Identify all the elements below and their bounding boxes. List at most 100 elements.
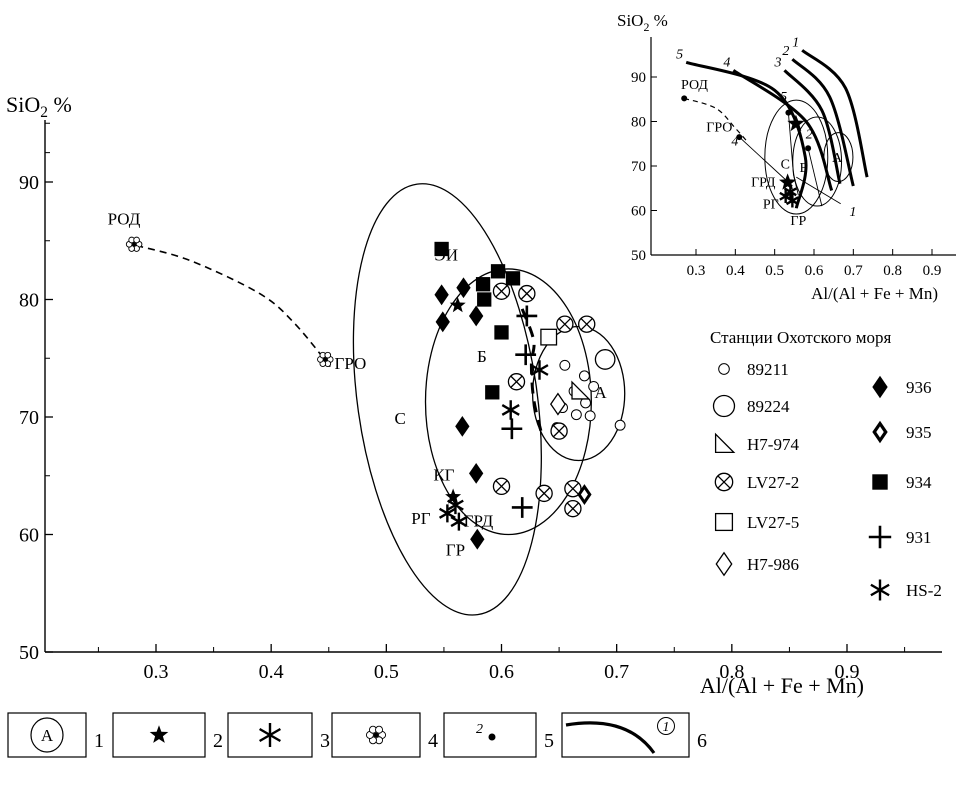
granite-point-shape: [449, 297, 466, 313]
legend-marker-shape: [715, 551, 733, 577]
key-asterisk: [259, 723, 281, 747]
x-tick-label: 0.9: [835, 661, 860, 683]
inset-y-tick-label: 80: [631, 115, 646, 131]
inset-boundary-curve: [801, 49, 869, 178]
legend-marker-shape: [868, 525, 892, 549]
data-point-LV27-5: [540, 328, 558, 346]
data-point-LV27-2: [564, 479, 582, 498]
key-item: [331, 712, 421, 758]
reference-point-center: [323, 357, 328, 362]
data-point-89211-shape: [588, 381, 600, 392]
point-label: ГРО: [335, 354, 367, 373]
inset-point-shape: [787, 114, 805, 132]
key-flower-center: [373, 732, 379, 738]
legend-marker: [870, 579, 890, 601]
data-point-LV27-2-cross: [495, 480, 508, 493]
data-point-931: [511, 497, 533, 518]
inset-curve-number: 1: [792, 35, 799, 50]
y-tick-label: 90: [19, 172, 39, 194]
inset-x-tick-label: 0.9: [923, 263, 942, 279]
reference-point: [317, 351, 334, 368]
key-star: [149, 725, 169, 743]
data-point-931-shape: [515, 344, 537, 366]
legend-marker: [714, 472, 734, 492]
granite-point: [445, 488, 462, 504]
data-point-H7-986: [549, 392, 566, 416]
key-field-ellipse: [30, 717, 64, 753]
inset-label: ГРД: [751, 175, 776, 190]
key-curve-circle: [657, 717, 675, 735]
data-point-931-shape: [501, 418, 523, 440]
data-point-89211-shape: [614, 419, 626, 431]
inset-point: [787, 114, 805, 132]
data-point-934-shape: [477, 292, 492, 307]
data-point-936: [434, 284, 449, 306]
data-point-LV27-2: [492, 282, 511, 300]
point-label: КГ: [433, 465, 454, 484]
legend-marker-shape: [714, 432, 736, 454]
inset-x-tick-label: 0.5: [765, 263, 784, 279]
inset-tie-line: [807, 148, 823, 207]
key-curve: [565, 721, 656, 754]
key-dot-number: 2: [476, 722, 483, 737]
data-point-934: [434, 241, 449, 257]
inset-label: 1: [849, 205, 856, 220]
inset-label: 5: [780, 90, 787, 105]
inset-label: ГР: [790, 214, 806, 229]
inset-label: 2: [806, 127, 813, 142]
data-point-935-inner: [580, 489, 588, 500]
data-point-LV27-2: [556, 315, 574, 333]
legend-item: 935: [872, 420, 932, 444]
legend-marker: [872, 420, 888, 444]
field-ellipse-С: [352, 183, 542, 616]
data-point-LV27-2-cross: [566, 482, 580, 495]
reference-point: [125, 236, 143, 252]
point-label: ГРД: [464, 511, 494, 530]
data-point-931-shape: [511, 497, 533, 518]
inset-asterisk: [783, 185, 797, 199]
inset-label: Б: [799, 161, 807, 176]
key-number: 5: [544, 730, 554, 752]
point-label: ГР: [446, 541, 465, 560]
inset-y-tick-label: 70: [631, 159, 646, 175]
data-point-934: [475, 277, 491, 292]
inset-boundary-curve: [783, 69, 842, 185]
inset-label: А: [832, 151, 843, 166]
x-tick-label: 0.7: [604, 661, 629, 683]
reference-point-petal: [324, 351, 332, 359]
y-tick-label: 50: [19, 642, 39, 664]
legend-label: 934: [906, 473, 932, 492]
y-tick-label: 70: [19, 407, 39, 429]
legend-item: LV27-2: [714, 472, 799, 492]
data-point-934-shape: [475, 277, 491, 292]
key-number: 1: [94, 730, 104, 752]
key-item: 2: [443, 712, 537, 758]
x-axis-title: Al/(Al + Fe + Mn): [700, 673, 864, 698]
legend-label: LV27-5: [747, 513, 799, 532]
inset-label: РОД: [681, 78, 708, 93]
legend-marker-shape: [718, 363, 730, 375]
x-tick-label: 0.8: [719, 661, 744, 683]
data-point-936-shape: [469, 305, 484, 327]
legend-marker: [714, 432, 736, 454]
symbol-key: А 1 2 3 4 2 5 1 6: [7, 712, 707, 758]
inset-point-shape: [785, 109, 792, 116]
data-point-934-shape: [494, 325, 509, 340]
data-point-934: [505, 271, 521, 286]
legend-marker: [872, 375, 888, 399]
data-point-936: [469, 305, 484, 327]
data-point-LV27-2: [535, 484, 553, 503]
legend-label: LV27-2: [747, 473, 799, 492]
y-axis-title: SiO2 %: [6, 92, 72, 121]
key-item: [227, 712, 313, 758]
data-point-931-shape: [516, 305, 538, 327]
data-point-934: [485, 385, 500, 400]
legend-marker: [712, 394, 736, 418]
data-point-89211: [559, 359, 571, 371]
legend-marker-shape: [872, 474, 888, 490]
inset-point: [681, 95, 688, 102]
reference-point-petal: [133, 236, 140, 244]
legend-label: H7-974: [747, 435, 799, 454]
legend-item: 936: [872, 375, 932, 399]
data-point-936: [455, 416, 470, 437]
